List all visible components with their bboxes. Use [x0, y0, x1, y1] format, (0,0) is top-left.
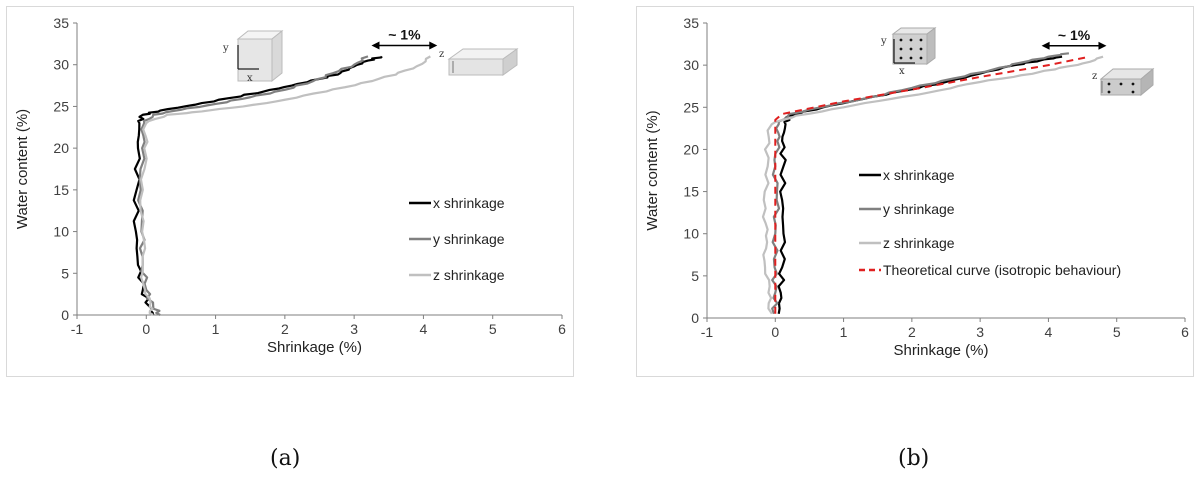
b-cube-gauge-dot [1119, 82, 1123, 86]
a-y-tick-label: 30 [53, 57, 69, 73]
a-annotation-arrowhead-right [429, 41, 438, 50]
b-cube-y-label: y [880, 36, 887, 47]
b-y-tick-label: 35 [683, 15, 699, 31]
a-annotation-arrowhead-left [371, 41, 380, 50]
a-legend-label-2: z shrinkage [433, 267, 505, 283]
a-y-tick-label: 25 [53, 98, 69, 114]
b-cube-gauge-dot [919, 56, 923, 60]
a-legend-label-0: x shrinkage [433, 195, 505, 211]
b-cube-gauge-dot [1131, 82, 1135, 86]
b-legend-label-1: y shrinkage [883, 201, 955, 217]
b-legend-label-0: x shrinkage [883, 167, 955, 183]
b-x-tick-label: 5 [1113, 324, 1121, 340]
b-annotation-arrowhead-right [1098, 41, 1107, 50]
b-x-tick-label: 3 [976, 324, 984, 340]
a-series-line-0 [132, 55, 383, 316]
b-annotation-label: ~ 1% [1058, 27, 1091, 43]
a-cube-x-label: x [247, 73, 253, 84]
b-y-axis-title: Water content (%) [644, 110, 661, 230]
b-cube-gauge-dot [899, 56, 903, 60]
a-cube-small-side [271, 29, 283, 83]
a-x-tick-label: 5 [489, 321, 497, 337]
a-y-tick-label: 0 [61, 307, 69, 323]
b-x-tick-label: 2 [908, 324, 916, 340]
b-y-tick-label: 25 [683, 99, 699, 115]
b-series-line-2 [761, 55, 1104, 315]
b-cube-gauge-dot [919, 38, 923, 42]
a-x-tick-label: 0 [142, 321, 150, 337]
b-cube-gauge-dot [899, 38, 903, 42]
a-x-tick-label: 1 [212, 321, 220, 337]
b-y-tick-label: 20 [683, 141, 699, 157]
a-cube-z-label: z [439, 49, 444, 60]
b-y-tick-label: 15 [683, 184, 699, 200]
b-annotation-arrowhead-left [1041, 41, 1050, 50]
a-annotation-label: ~ 1% [388, 27, 421, 43]
b-y-tick-label: 0 [691, 310, 699, 326]
a-x-axis-title: Shrinkage (%) [267, 339, 362, 356]
a-series-line-1 [137, 55, 369, 316]
b-y-tick-label: 30 [683, 57, 699, 73]
b-x-axis-title: Shrinkage (%) [893, 342, 988, 359]
a-y-tick-label: 15 [53, 182, 69, 198]
b-legend-label-2: z shrinkage [883, 235, 955, 251]
b-x-tick-label: 1 [840, 324, 848, 340]
b-cube-gauge-dot [1107, 82, 1111, 86]
b-cube-gauge-dot [909, 56, 913, 60]
b-x-tick-label: 6 [1181, 324, 1189, 340]
b-x-tick-label: -1 [701, 324, 714, 340]
a-x-tick-label: 3 [350, 321, 358, 337]
a-y-tick-label: 5 [61, 265, 69, 281]
a-cube-large-front [448, 58, 504, 76]
b-cube-z-label: z [1092, 71, 1097, 82]
chart-panel-a: 0 5 10 15 20 25 30 35 -1 0 1 2 3 4 5 6 Shrinkage (%) Wate… [6, 6, 574, 377]
a-cube-small-front [237, 38, 273, 82]
b-series-line-1 [771, 52, 1070, 315]
a-y-tick-label: 35 [53, 15, 69, 31]
b-x-tick-label: 0 [771, 324, 779, 340]
a-series-line-2 [139, 55, 431, 316]
chart-panel-b: 0 5 10 15 20 25 30 35 -1 0 1 2 3 4 5 6 Shrinkage (%) Wate… [636, 6, 1194, 377]
b-cube-gauge-dot [1107, 90, 1111, 94]
b-cube-gauge-dot [1131, 90, 1135, 94]
a-x-tick-label: 6 [558, 321, 566, 337]
a-x-tick-label: -1 [71, 321, 84, 337]
b-y-tick-label: 10 [683, 226, 699, 242]
a-x-tick-label: 4 [420, 321, 428, 337]
b-x-tick-label: 4 [1045, 324, 1053, 340]
b-cube-gauge-dot [899, 47, 903, 51]
b-cube-gauge-dot [909, 38, 913, 42]
caption-a: (a) [270, 446, 301, 471]
b-cube-small-side [926, 27, 936, 65]
a-y-tick-label: 10 [53, 224, 69, 240]
caption-b: (b) [898, 446, 930, 471]
b-cube-gauge-dot [919, 47, 923, 51]
a-y-axis-title: Water content (%) [14, 109, 31, 229]
b-cube-gauge-dot [909, 47, 913, 51]
b-cube-x-label: x [899, 66, 905, 77]
b-legend-label-3: Theoretical curve (isotropic behaviour) [883, 262, 1121, 278]
a-cube-y-label: y [222, 43, 229, 54]
a-x-tick-label: 2 [281, 321, 289, 337]
a-y-tick-label: 20 [53, 140, 69, 156]
b-y-tick-label: 5 [691, 268, 699, 284]
b-series-line-3 [774, 55, 1090, 314]
a-legend-label-1: y shrinkage [433, 231, 505, 247]
b-cube-large-front [1100, 78, 1142, 96]
